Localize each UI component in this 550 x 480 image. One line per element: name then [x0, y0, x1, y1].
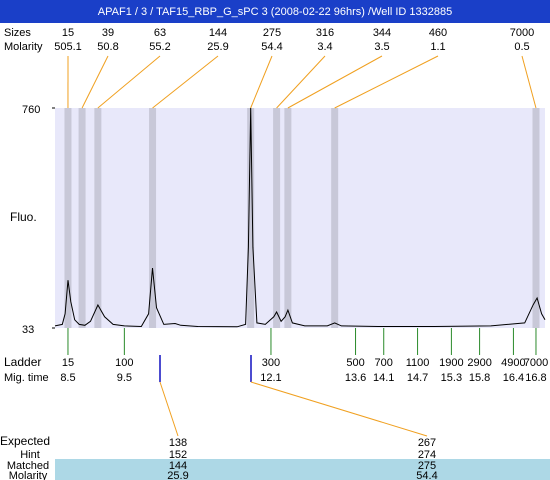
- peak-molarity: 0.5: [514, 41, 529, 53]
- peak-size: 15: [62, 27, 74, 39]
- peak-size: 344: [373, 27, 391, 39]
- ladder-label: Ladder: [4, 355, 41, 369]
- expected-connector: [250, 381, 428, 437]
- peak-connector: [276, 55, 326, 109]
- peak-band: [331, 108, 339, 328]
- peak-band: [273, 108, 281, 328]
- ladder-size: 15: [62, 357, 74, 369]
- mig-time: 12.1: [260, 372, 281, 384]
- peak-molarity: 25.9: [207, 41, 228, 53]
- matched-row-bg: [55, 459, 550, 480]
- peak-connector: [287, 55, 383, 109]
- peak-connector: [97, 55, 161, 109]
- expected-label: Expected: [0, 434, 50, 448]
- ladder-size: 2900: [467, 357, 491, 369]
- mig-label: Mig. time: [4, 372, 49, 384]
- expected-connector: [159, 381, 179, 437]
- mig-time: 16.4: [503, 372, 524, 384]
- peak-band: [532, 108, 540, 328]
- molarity-label: Molarity: [4, 41, 43, 53]
- peak-connector: [521, 55, 537, 109]
- hint-value: 274: [418, 449, 436, 461]
- trace: [54, 107, 546, 328]
- peak-size: 39: [102, 27, 114, 39]
- peak-molarity: 3.4: [317, 41, 332, 53]
- mig-time: 16.8: [525, 372, 546, 384]
- plot-area: [55, 108, 545, 328]
- y-tick-label: 33: [22, 324, 34, 336]
- mig-time: 14.1: [373, 372, 394, 384]
- y-axis-label: Fluo.: [10, 210, 37, 224]
- ladder-size: 1100: [406, 357, 430, 369]
- peak-size: 275: [263, 27, 281, 39]
- peak-band: [284, 108, 292, 328]
- ladder-size: 500: [346, 357, 364, 369]
- peak-molarity: 54.4: [261, 41, 282, 53]
- peak-molarity: 1.1: [430, 41, 445, 53]
- peak-size: 144: [209, 27, 227, 39]
- ladder-size: 7000: [524, 357, 548, 369]
- ladder-size: 4900: [501, 357, 525, 369]
- molarity-row-label: Molarity: [9, 470, 48, 480]
- mig-time: 15.8: [469, 372, 490, 384]
- peak-connector: [81, 55, 109, 109]
- mig-time: 14.7: [407, 372, 428, 384]
- peak-size: 7000: [510, 27, 534, 39]
- y-tick-label: 760: [22, 104, 40, 116]
- peak-size: 316: [316, 27, 334, 39]
- peak-band: [247, 108, 255, 328]
- matched-molarity: 54.4: [416, 470, 437, 480]
- peak-connector: [334, 55, 439, 109]
- matched-value: 144: [169, 460, 187, 472]
- peak-band: [94, 108, 102, 328]
- peak-connector: [250, 55, 273, 109]
- ladder-size: 300: [262, 357, 280, 369]
- peak-molarity: 505.1: [54, 41, 82, 53]
- mig-time: 9.5: [117, 372, 132, 384]
- peak-band: [149, 108, 157, 328]
- mig-time: 8.5: [60, 372, 75, 384]
- peak-molarity: 50.8: [97, 41, 118, 53]
- expected-value: 267: [418, 437, 436, 449]
- matched-value: 275: [418, 460, 436, 472]
- matched-label: Matched: [7, 460, 49, 472]
- matched-molarity: 25.9: [167, 470, 188, 480]
- peak-size: 63: [154, 27, 166, 39]
- mig-time: 13.6: [345, 372, 366, 384]
- peak-band: [78, 108, 86, 328]
- peak-molarity: 3.5: [374, 41, 389, 53]
- hint-value: 152: [169, 449, 187, 461]
- peak-band: [64, 108, 72, 328]
- expected-value: 138: [169, 437, 187, 449]
- sizes-label: Sizes: [4, 27, 31, 39]
- ladder-size: 700: [375, 357, 393, 369]
- peak-size: 460: [429, 27, 447, 39]
- mig-time: 15.3: [441, 372, 462, 384]
- peak-molarity: 55.2: [149, 41, 170, 53]
- peak-connector: [152, 55, 219, 109]
- hint-label: Hint: [20, 449, 40, 461]
- title-bar: [0, 0, 550, 23]
- ladder-size: 100: [115, 357, 133, 369]
- ladder-size: 1900: [439, 357, 463, 369]
- title: APAF1 / 3 / TAF15_RBP_G_sPC 3 (2008-02-2…: [98, 6, 452, 18]
